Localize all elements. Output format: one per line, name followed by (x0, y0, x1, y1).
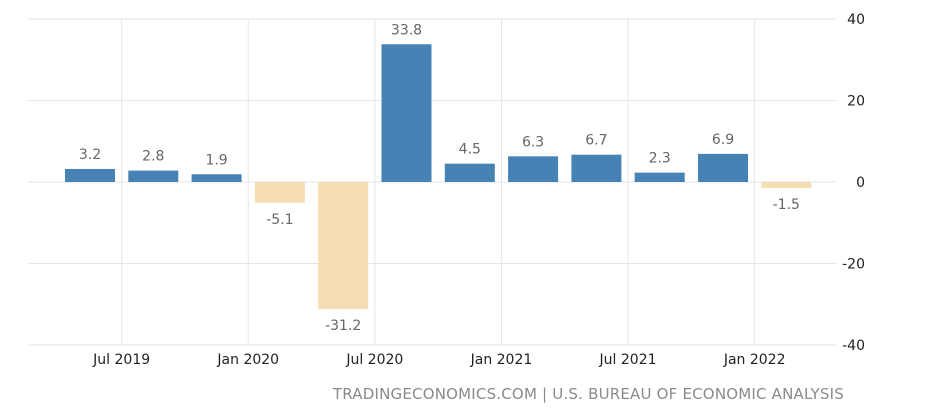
x-tick-label: Jan 2021 (470, 352, 533, 368)
x-tick-label: Jul 2021 (599, 352, 657, 368)
bar (508, 156, 559, 182)
data-label: 33.8 (391, 22, 422, 38)
data-label: 6.3 (522, 134, 544, 150)
y-tick-label: 0 (856, 175, 865, 191)
source-attribution: TRADINGECONOMICS.COM | U.S. BUREAU OF EC… (332, 385, 844, 403)
bar (634, 172, 685, 182)
x-tick-label: Jul 2020 (345, 352, 403, 368)
x-tick-label: Jan 2022 (723, 352, 786, 368)
bar (571, 154, 622, 182)
y-tick-label: -20 (842, 257, 865, 273)
data-label: -1.5 (773, 197, 800, 213)
data-label: -31.2 (325, 318, 361, 334)
bar (254, 182, 305, 203)
data-label: 3.2 (79, 147, 101, 163)
data-label: -5.1 (266, 212, 293, 228)
bar (698, 153, 748, 182)
bar (191, 174, 242, 182)
y-tick-label: 40 (847, 12, 865, 28)
data-label: 1.9 (205, 152, 227, 168)
y-tick-label: 20 (847, 94, 865, 110)
bar (444, 163, 495, 182)
bar (381, 44, 432, 182)
data-label: 6.7 (585, 133, 607, 149)
bar (65, 168, 115, 182)
bar (128, 170, 179, 182)
data-label: 2.3 (649, 151, 671, 167)
x-tick-label: Jan 2020 (216, 352, 279, 368)
x-tick-label: Jul 2019 (92, 352, 150, 368)
data-label: 4.5 (459, 142, 481, 158)
bar (761, 182, 812, 189)
y-tick-label: -40 (842, 338, 865, 354)
bar (318, 182, 369, 310)
data-label: 2.8 (142, 149, 164, 165)
data-label: 6.9 (712, 132, 734, 148)
